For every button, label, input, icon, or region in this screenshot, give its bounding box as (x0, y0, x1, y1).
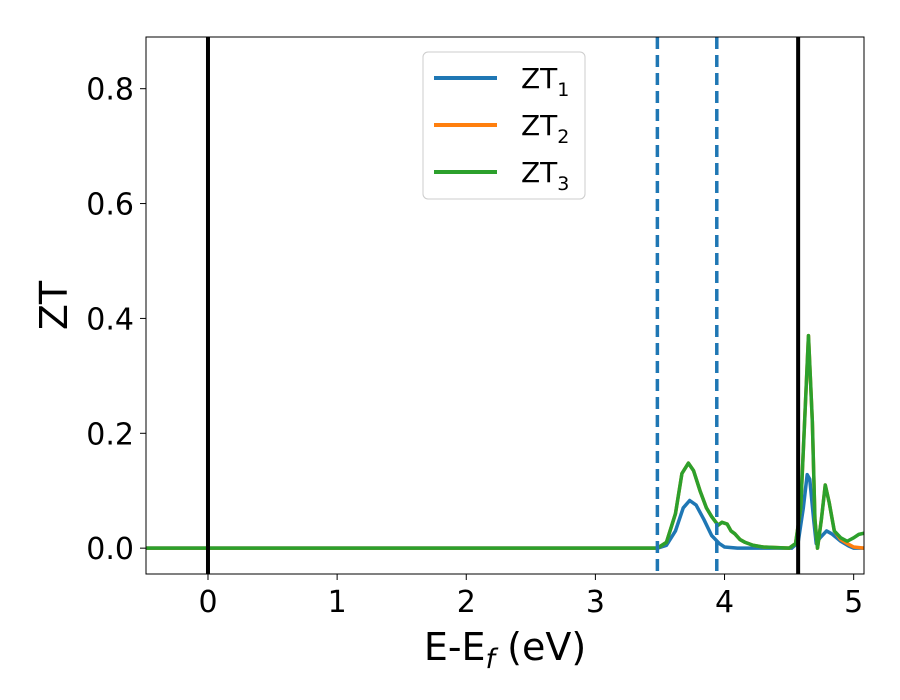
x-label-unit: (eV) (495, 625, 586, 669)
x-tick-label: 4 (715, 585, 734, 620)
x-axis-label: E-Ef (eV) (424, 625, 586, 675)
x-tick-label: 2 (457, 585, 476, 620)
series-line-2 (146, 333, 864, 550)
series-line-1 (146, 472, 864, 550)
x-tick-label: 1 (328, 585, 347, 620)
y-axis-ticks: 0.0 0.2 0.4 0.6 0.8 (86, 73, 146, 567)
x-axis-ticks: 0 1 2 3 4 5 (198, 574, 863, 620)
y-tick-label: 0.0 (86, 532, 134, 567)
y-tick-label: 0.8 (86, 73, 134, 108)
y-tick-label: 0.2 (86, 417, 134, 452)
y-axis-label: ZT (32, 280, 76, 330)
legend-label-3: ZT3 (521, 156, 569, 195)
x-tick-label: 3 (586, 585, 605, 620)
plot-frame (145, 36, 865, 575)
legend-label-2: ZT2 (521, 109, 569, 148)
x-label-main: E-E (424, 625, 486, 669)
legend-label-1: ZT1 (521, 62, 569, 101)
vertical-lines (205, 37, 801, 574)
series-layer (146, 333, 864, 550)
x-tick-label: 5 (844, 585, 863, 620)
legend: ZT1 ZT2 ZT3 (422, 51, 586, 200)
legend-box (422, 51, 586, 200)
y-tick-label: 0.6 (86, 188, 134, 223)
series-line-3 (146, 333, 864, 550)
y-tick-label: 0.4 (86, 302, 134, 337)
x-tick-label: 0 (198, 585, 217, 620)
